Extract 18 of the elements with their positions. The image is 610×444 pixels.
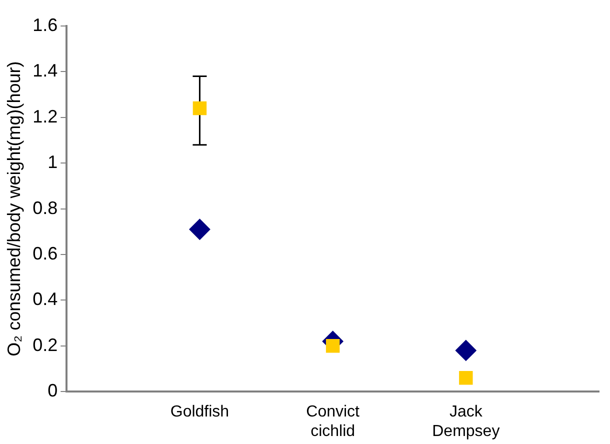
point	[326, 339, 340, 353]
y-tick-label: 0.8	[32, 198, 58, 218]
y-tick-label: 0.2	[32, 334, 58, 355]
y-tick-label: 1.2	[32, 106, 58, 126]
y-tick-label: 0.4	[32, 289, 58, 310]
point	[455, 340, 476, 361]
point	[192, 101, 207, 116]
point	[459, 371, 473, 385]
y-axis-title: O₂ consumed/body weight(mg)(hour)	[4, 61, 24, 356]
x-tick-label: Jack Dempsey	[432, 404, 500, 440]
y-tick-label: 1.4	[32, 60, 58, 81]
x-tick-label: Goldfish	[170, 404, 230, 421]
point	[189, 218, 210, 240]
x-tick-label: Convict cichlid	[306, 404, 360, 440]
y-tick-label: 1.6	[32, 14, 58, 35]
y-tick-label: 0	[48, 380, 58, 401]
y-tick-label: 1	[48, 152, 58, 172]
y-tick-label: 0.6	[32, 243, 58, 264]
